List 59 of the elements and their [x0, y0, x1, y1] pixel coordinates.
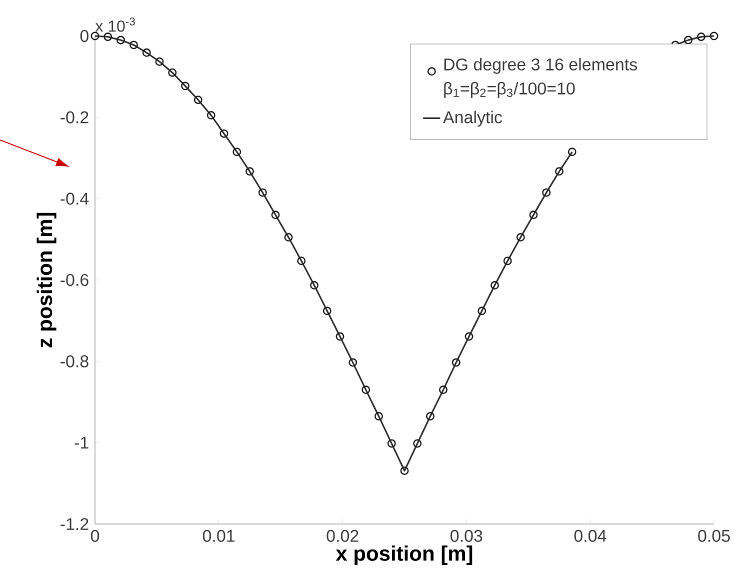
point: [542, 188, 551, 197]
x-tick-label: 0.03: [450, 530, 482, 542]
point: [426, 412, 434, 420]
point: [387, 439, 396, 448]
y-tick-label: -1.2: [60, 518, 88, 530]
point: [104, 32, 112, 42]
point: [555, 167, 564, 176]
point: [336, 332, 344, 341]
point: [194, 96, 202, 104]
point: [220, 129, 228, 138]
x-axis-title: x position [m]: [336, 545, 472, 566]
point: [322, 306, 332, 316]
point: [439, 386, 448, 394]
point: [696, 32, 706, 42]
point: [490, 281, 500, 290]
point: [246, 167, 254, 176]
y-tick-label: -0.6: [60, 274, 88, 286]
point: [232, 148, 242, 156]
y-axis-title: z position [m]: [36, 212, 56, 348]
point: [258, 188, 267, 197]
point: [452, 358, 460, 367]
point: [710, 32, 718, 40]
x-tick-label: 0: [90, 530, 100, 542]
point: [284, 233, 293, 242]
point: [271, 210, 280, 220]
point: [90, 32, 100, 40]
point: [362, 386, 370, 394]
point: [684, 36, 693, 44]
y-tick-label: -0.4: [60, 192, 89, 205]
x-tick-label: 0.05: [698, 530, 730, 542]
point: [348, 358, 358, 367]
x-tick-label: 0.04: [574, 530, 606, 542]
point: [568, 148, 576, 156]
point: [168, 68, 177, 77]
legend-label: Analytic: [443, 110, 502, 127]
point: [374, 412, 383, 420]
legend-label: DG degree 3 16 elements β$_{1}$=β$_{2}$=β$_{3}$/100=10: [444, 58, 638, 98]
x-tick-label: 0.01: [202, 530, 235, 542]
point: [297, 256, 306, 266]
point: [130, 40, 138, 50]
point: [503, 256, 512, 266]
point: [181, 82, 190, 90]
point: [155, 57, 164, 66]
point: [478, 306, 486, 316]
point: [116, 36, 125, 44]
point: [529, 210, 538, 220]
text: x 10$^{-3}$: [95, 18, 135, 32]
y-tick-label: -0.8: [60, 355, 88, 368]
point: [142, 48, 151, 57]
point: [413, 439, 422, 448]
point: [400, 466, 409, 475]
point: [206, 111, 216, 120]
point: [310, 281, 318, 290]
point: [464, 332, 474, 341]
y-tick-label: 0: [80, 30, 88, 42]
y-tick-label: -1: [74, 436, 88, 449]
point: [516, 233, 525, 242]
x-tick-label: 0.02: [326, 530, 358, 542]
y-tick-label: -0.2: [60, 111, 88, 124]
